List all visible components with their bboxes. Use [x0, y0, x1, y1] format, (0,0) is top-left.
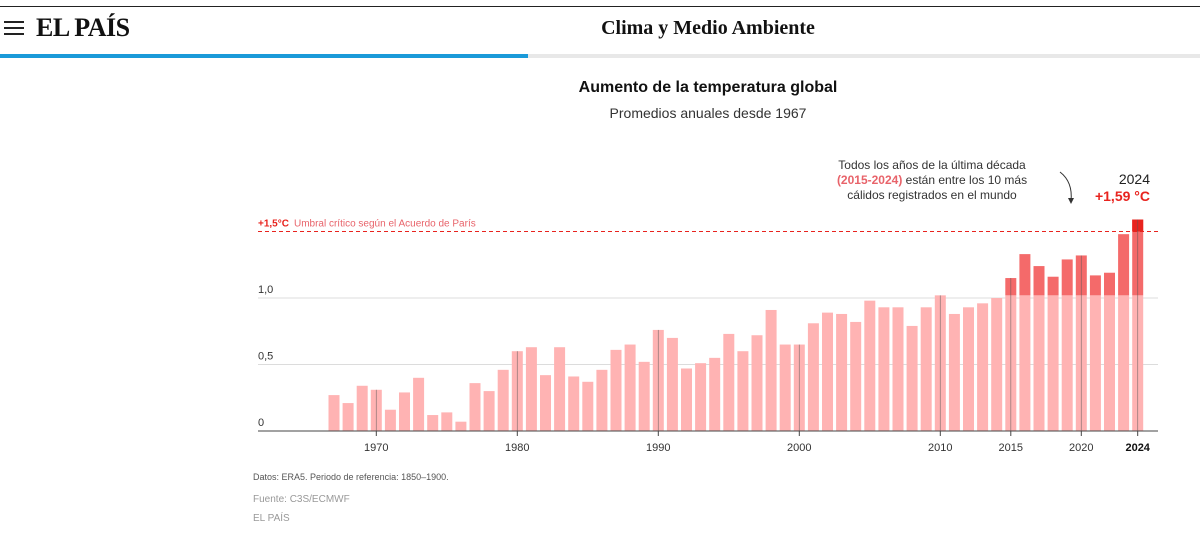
bar-highlight: [1061, 259, 1073, 296]
bar: [554, 347, 566, 431]
bar: [427, 415, 439, 431]
section-title[interactable]: Clima y Medio Ambiente: [601, 17, 815, 39]
x-tick-label: 2010: [928, 442, 952, 454]
bar-highlight: [1019, 254, 1031, 296]
y-tick-label: 1,0: [258, 284, 273, 296]
chart-title: Aumento de la temperatura global: [578, 79, 838, 96]
bar: [413, 377, 425, 431]
bar: [695, 363, 707, 431]
bar: [709, 357, 721, 431]
bar: [624, 344, 636, 431]
threshold-text: Umbral crítico según el Acuerdo de París: [294, 219, 476, 230]
bar: [469, 383, 481, 431]
threshold-label: +1,5°C Umbral crítico según el Acuerdo de…: [258, 219, 476, 230]
threshold-value: +1,5°C: [258, 219, 289, 230]
bar-highlight: [1118, 234, 1130, 296]
bar: [384, 409, 396, 431]
bar: [328, 395, 340, 431]
bar: [977, 303, 989, 431]
x-tick-label: 2024: [1125, 442, 1150, 454]
x-tick-label: 2015: [999, 442, 1023, 454]
bar: [356, 385, 368, 431]
annotation-arrowhead: [1068, 198, 1074, 204]
bar: [525, 347, 537, 431]
y-tick-label: 0: [258, 417, 264, 429]
bar: [1104, 295, 1115, 431]
data-note: Datos: ERA5. Periodo de referencia: 1850…: [253, 472, 449, 482]
annotation-line-2-text: están entre los 10 más: [902, 173, 1027, 187]
bar: [483, 391, 495, 431]
bar-highlight: [1089, 275, 1101, 296]
bar-highlight: [1033, 266, 1045, 296]
x-tick-label: 1970: [364, 442, 388, 454]
read-progress-bar: [0, 54, 1200, 58]
bar: [342, 403, 354, 431]
bar-highlight: [1047, 276, 1059, 296]
bar: [441, 412, 453, 431]
bar: [822, 312, 833, 431]
top-rule: [0, 6, 1200, 7]
bar: [807, 323, 819, 431]
bar: [751, 335, 763, 431]
chart-subtitle: Promedios anuales desde 1967: [609, 105, 807, 121]
bar: [681, 368, 692, 431]
bar: [1019, 295, 1031, 431]
x-tick-label: 1990: [646, 442, 670, 454]
bar: [582, 381, 594, 431]
annotation-line-1: Todos los años de la última década: [838, 158, 1026, 172]
bar: [1061, 295, 1073, 431]
bar: [864, 300, 876, 431]
bar: [948, 313, 960, 431]
annotation-line-3: cálidos registrados en el mundo: [847, 188, 1017, 202]
bar: [596, 369, 608, 431]
bar: [920, 307, 932, 431]
bar: [1033, 295, 1045, 431]
annotation-highlight: (2015-2024): [837, 173, 902, 187]
bar-highlight: [1104, 272, 1115, 296]
bar: [765, 309, 777, 431]
source-line: Fuente: C3S/ECMWF: [253, 494, 350, 505]
latest-value-label: +1,59 °C: [1095, 188, 1150, 204]
bar: [399, 392, 410, 431]
bar: [892, 307, 904, 431]
menu-icon[interactable]: [4, 21, 24, 35]
bar: [610, 349, 622, 431]
bar: [638, 361, 650, 431]
x-tick-label: 1980: [505, 442, 529, 454]
annotation-line-2: (2015-2024) están entre los 10 más: [837, 173, 1027, 187]
credit-line: EL PAÍS: [253, 513, 290, 524]
bar: [836, 313, 848, 431]
bar: [850, 321, 862, 431]
bar: [878, 307, 890, 431]
bar: [991, 298, 1003, 431]
annotation-arrow: [1059, 171, 1072, 202]
y-tick-label: 0,5: [258, 351, 273, 363]
bar: [540, 375, 551, 431]
bar: [568, 376, 580, 431]
bar: [723, 333, 735, 431]
bar: [497, 369, 509, 431]
bar: [1047, 295, 1059, 431]
bar: [1089, 295, 1101, 431]
bar: [666, 337, 678, 431]
bar: [779, 344, 791, 431]
bar: [906, 325, 918, 431]
read-progress-fill: [0, 54, 528, 58]
x-tick-label: 2020: [1069, 442, 1093, 454]
bar: [737, 351, 749, 431]
latest-year-label: 2024: [1119, 171, 1150, 187]
site-header: EL PAÍS Clima y Medio Ambiente: [0, 7, 1200, 58]
bar: [455, 421, 467, 431]
bar: [963, 307, 974, 431]
bar: [1118, 295, 1130, 431]
site-logo[interactable]: EL PAÍS: [36, 13, 130, 42]
x-tick-label: 2000: [787, 442, 811, 454]
